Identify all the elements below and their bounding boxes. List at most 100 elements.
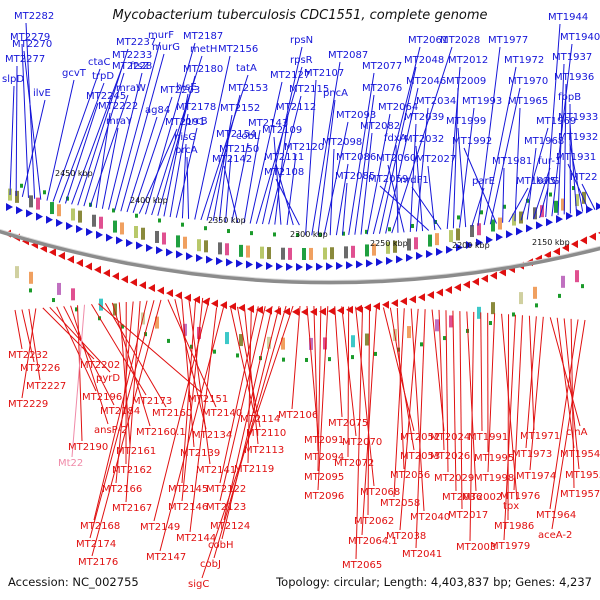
bottom-gene-label[interactable]: MT2122	[206, 484, 246, 495]
top-gene-label[interactable]: MT2233	[112, 50, 152, 61]
bottom-gene-label[interactable]: MT2026	[430, 451, 470, 462]
top-gene-label[interactable]: ilvE	[33, 88, 51, 99]
bottom-gene-label[interactable]: MT2176	[78, 557, 118, 568]
bottom-gene-label[interactable]: ansP-2	[94, 425, 127, 436]
top-gene-label[interactable]: MT1933	[558, 112, 598, 123]
top-gene-label[interactable]: MT2077	[362, 61, 402, 72]
top-gene-label[interactable]: ctaC	[88, 57, 111, 68]
top-gene-label[interactable]: mraW	[116, 83, 146, 94]
top-gene-label[interactable]: MT2191	[165, 117, 205, 128]
bottom-gene-label[interactable]: MT2002	[462, 492, 502, 503]
top-gene-label[interactable]: MT2112	[276, 102, 316, 113]
bottom-gene-label[interactable]: MT1998	[474, 473, 514, 484]
top-gene-label[interactable]: pncA	[323, 88, 348, 99]
top-gene-label[interactable]: hisG	[174, 132, 196, 143]
top-gene-label[interactable]: fbpB	[558, 92, 581, 103]
top-gene-label[interactable]: MT2032	[404, 134, 444, 145]
top-gene-label[interactable]: MT2150	[219, 144, 259, 155]
top-gene-label[interactable]: fur-1	[538, 156, 561, 167]
bottom-gene-label[interactable]: MT2024	[430, 432, 470, 443]
top-gene-label[interactable]: MT1968	[524, 136, 564, 147]
bottom-gene-label[interactable]: MT2096	[304, 491, 344, 502]
bottom-gene-label[interactable]: MT2017	[448, 510, 488, 521]
top-gene-label[interactable]: MT2180	[183, 64, 223, 75]
top-gene-label[interactable]: MT2115	[289, 84, 329, 95]
bottom-gene-label[interactable]: MT2167	[112, 503, 152, 514]
top-gene-label[interactable]: MT2282	[14, 11, 54, 22]
top-gene-label[interactable]: MT1977	[488, 35, 528, 46]
bottom-gene-label[interactable]: MT2149	[140, 522, 180, 533]
top-gene-label[interactable]: MT2153	[228, 83, 268, 94]
top-gene-label[interactable]: katG	[536, 176, 559, 187]
bottom-gene-label[interactable]: MT1991	[468, 432, 508, 443]
bottom-gene-label[interactable]: MT2119	[234, 464, 274, 475]
bottom-gene-label[interactable]: MT2151	[188, 394, 228, 405]
top-gene-label[interactable]: MT2245	[86, 91, 126, 102]
top-gene-label[interactable]: MT2154	[216, 129, 256, 140]
top-gene-label[interactable]: MT2046	[406, 76, 446, 87]
top-gene-label[interactable]: MT2060	[376, 153, 416, 164]
top-gene-label[interactable]: MT2143	[248, 118, 288, 129]
top-gene-label[interactable]: MT2087	[328, 50, 368, 61]
bottom-gene-label[interactable]: MT2036	[442, 492, 482, 503]
bottom-gene-label[interactable]: MT2094	[304, 452, 344, 463]
bottom-gene-label[interactable]: tpx	[503, 501, 519, 512]
top-gene-label[interactable]: MT2027	[416, 154, 456, 165]
bottom-gene-label[interactable]: MT2072	[334, 458, 374, 469]
bottom-gene-label[interactable]: MT2106	[278, 410, 318, 421]
bottom-gene-label[interactable]: MT2075	[328, 418, 368, 429]
top-gene-label[interactable]: gcvT	[62, 68, 87, 79]
bottom-gene-label[interactable]: MT2166	[102, 484, 142, 495]
top-gene-label[interactable]: MT22	[570, 172, 597, 183]
top-gene-label[interactable]: rpsR	[290, 55, 313, 66]
bottom-gene-label[interactable]: MT2091	[304, 435, 344, 446]
bottom-gene-label[interactable]: MT2174	[76, 539, 116, 550]
bottom-gene-label[interactable]: MT2068	[360, 487, 400, 498]
bottom-gene-label[interactable]: MT2003	[456, 542, 496, 553]
bottom-gene-label[interactable]: MT2038	[386, 531, 426, 542]
bottom-gene-label[interactable]: MT1995	[474, 453, 514, 464]
top-gene-label[interactable]: MT2127	[270, 70, 310, 81]
top-gene-label[interactable]: MT2009	[446, 76, 486, 87]
top-gene-label[interactable]: cobL	[236, 131, 260, 142]
top-gene-label[interactable]: MT2187	[183, 31, 223, 42]
top-gene-label[interactable]: MT1970	[508, 76, 548, 87]
top-gene-label[interactable]: prcB	[185, 116, 208, 127]
bottom-gene-label[interactable]: aceA-2	[538, 530, 572, 541]
bottom-gene-label[interactable]: MT1973	[512, 449, 552, 460]
top-gene-label[interactable]: MT2152	[220, 103, 260, 114]
top-gene-label[interactable]: MT2109	[262, 125, 302, 136]
bottom-gene-label[interactable]: MT2064.1	[348, 536, 398, 547]
bottom-gene-label[interactable]: MT1974	[516, 471, 556, 482]
bottom-gene-label[interactable]: MT2140	[202, 408, 242, 419]
top-gene-label[interactable]: MT2085	[335, 171, 375, 182]
top-gene-label[interactable]: hisE	[176, 82, 197, 93]
bottom-gene-label[interactable]: MT2184	[100, 406, 140, 417]
top-gene-label[interactable]: MT1975	[516, 176, 556, 187]
bottom-gene-label[interactable]: MT2202	[80, 360, 120, 371]
top-gene-label[interactable]: MT2028	[440, 35, 480, 46]
top-gene-label[interactable]: slpD	[2, 74, 24, 85]
bottom-gene-label[interactable]: cobH	[208, 540, 233, 551]
top-gene-label[interactable]: MT2111	[264, 152, 304, 163]
top-gene-label[interactable]: MT2222	[98, 101, 138, 112]
top-gene-label[interactable]: MT1965	[508, 96, 548, 107]
top-gene-label[interactable]: MT2034	[416, 96, 456, 107]
rna-gene-label[interactable]: Mt22	[58, 458, 83, 469]
top-gene-label[interactable]: MT1981	[492, 156, 532, 167]
top-gene-label[interactable]: parE	[472, 176, 495, 187]
top-gene-label[interactable]: trpD	[92, 71, 114, 82]
top-gene-label[interactable]: MT2086	[336, 152, 376, 163]
bottom-gene-label[interactable]: MT2123	[206, 502, 246, 513]
bottom-gene-label[interactable]: MT2160	[152, 408, 192, 419]
top-gene-label[interactable]: MT2098	[322, 137, 362, 148]
top-gene-label[interactable]: MT2064	[378, 102, 418, 113]
bottom-gene-label[interactable]: cinA	[566, 427, 588, 438]
top-gene-label[interactable]: MT2142	[212, 154, 252, 165]
top-gene-label[interactable]: MT2107	[304, 68, 344, 79]
bottom-gene-label[interactable]: MT2056	[390, 470, 430, 481]
bottom-gene-label[interactable]: MT2168	[80, 521, 120, 532]
top-gene-label[interactable]: MT1940	[560, 32, 600, 43]
top-gene-label[interactable]: MT1937	[552, 52, 592, 63]
top-gene-label[interactable]: metH	[190, 44, 217, 55]
